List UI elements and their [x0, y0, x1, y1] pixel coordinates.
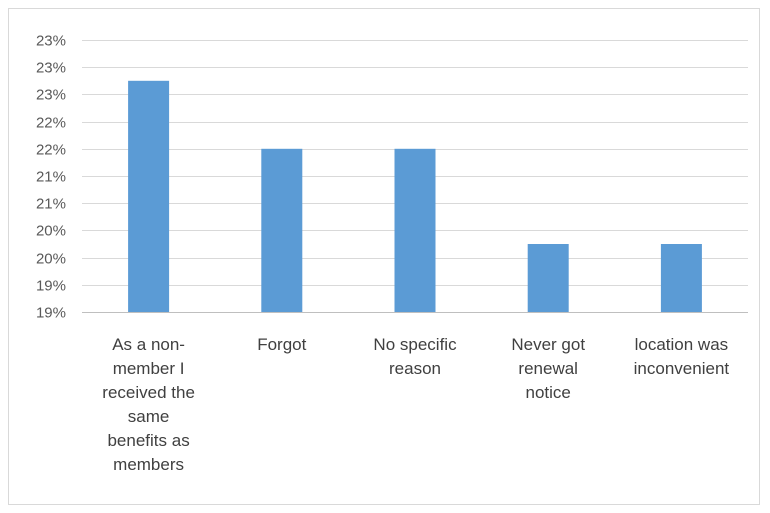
- bar: [527, 244, 569, 312]
- y-tick-label: 20%: [36, 251, 66, 268]
- y-tick-label: 20%: [36, 223, 66, 240]
- bar: [394, 148, 436, 312]
- bar: [261, 148, 303, 312]
- y-tick-label: 19%: [36, 305, 66, 322]
- x-category-label: location was inconvenient: [634, 335, 730, 378]
- y-tick-label: 23%: [36, 60, 66, 77]
- x-category-label: Forgot: [257, 335, 306, 354]
- y-tick-label: 23%: [36, 87, 66, 104]
- y-tick-label: 21%: [36, 196, 66, 213]
- y-tick-label: 21%: [36, 169, 66, 186]
- bars: [128, 80, 702, 312]
- x-category-label: Never got renewal notice: [511, 335, 585, 402]
- bar: [660, 244, 702, 312]
- y-tick-label: 23%: [36, 33, 66, 50]
- y-tick-label: 19%: [36, 278, 66, 295]
- y-tick-label: 22%: [36, 142, 66, 159]
- y-axis-ticks: 19% 19% 20% 20% 21% 21% 22% 22% 23% 23% 23%: [36, 33, 66, 322]
- bar: [128, 80, 170, 312]
- y-tick-label: 22%: [36, 115, 66, 132]
- x-category-label: No specific reason: [373, 335, 457, 378]
- gridlines: [82, 40, 748, 313]
